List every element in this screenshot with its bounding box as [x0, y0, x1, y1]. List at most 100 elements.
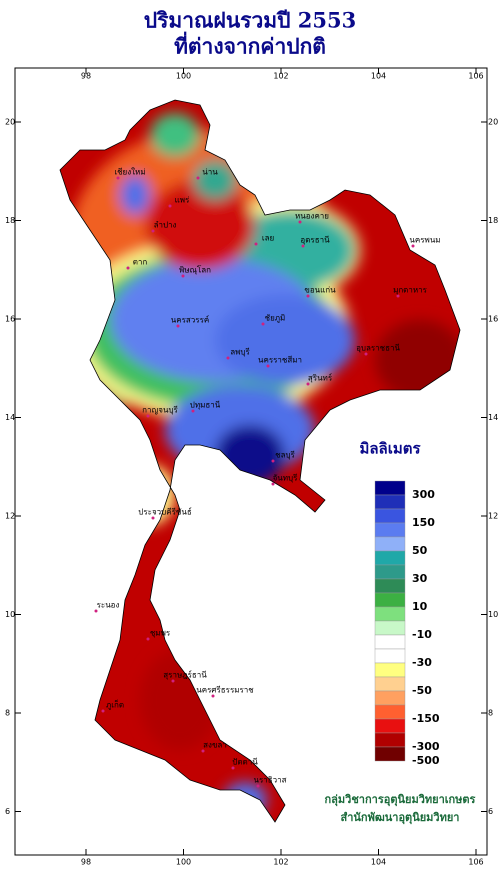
- province-label: ปัตตานี: [232, 758, 258, 767]
- title: ปริมาณฝนรวมปี 2553: [144, 8, 356, 33]
- province-label: สงขลา: [203, 741, 227, 750]
- station-dot: [146, 414, 150, 418]
- province-label: นครพนม: [409, 236, 440, 245]
- station-dot: [146, 637, 150, 641]
- legend-label: -10: [412, 628, 432, 641]
- station-dot: [94, 609, 98, 613]
- rain-field: [60, 100, 460, 822]
- legend-label: -300: [412, 740, 440, 753]
- province-label: พิษณุโลก: [179, 265, 211, 275]
- lat-tick-label: 6: [488, 807, 493, 816]
- map-frame: [14, 67, 488, 856]
- legend-swatch: [374, 494, 406, 510]
- province-label: ตาก: [133, 258, 148, 267]
- lon-tick-label: 106: [468, 72, 483, 81]
- province-label: ภูเก็ต: [106, 700, 124, 711]
- credit: สำนักพัฒนาอุตุนิยมวิทยา: [341, 811, 460, 825]
- lon-tick-label: 98: [81, 72, 91, 81]
- province-label: เชียงใหม่: [114, 168, 145, 177]
- legend-label: 300: [412, 488, 435, 501]
- station-dot: [168, 204, 172, 208]
- lat-tick-label: 14: [5, 413, 15, 422]
- lat-tick-label: 10: [5, 610, 15, 619]
- station-dot: [298, 220, 302, 224]
- lon-tick-label: 100: [176, 72, 191, 81]
- station-dot: [266, 364, 270, 368]
- station-dot: [271, 459, 275, 463]
- legend-label: 50: [412, 544, 428, 557]
- province-label: นราธิวาส: [253, 776, 286, 785]
- station-dot: [261, 322, 265, 326]
- legend-label: -30: [412, 656, 432, 669]
- station-dot: [191, 409, 195, 413]
- lat-tick-label: 12: [5, 512, 15, 521]
- lon-tick-label: 98: [81, 858, 91, 867]
- title: ที่ต่างจากค่าปกติ: [174, 31, 326, 59]
- lat-tick-label: 16: [5, 315, 15, 324]
- province-label: กาญจนบุรี: [142, 406, 178, 415]
- province-label: ประจวบคีรีขันธ์: [138, 507, 192, 517]
- legend-swatch: [374, 564, 406, 580]
- legend-label: -150: [412, 712, 440, 725]
- lat-tick-label: 14: [488, 413, 498, 422]
- province-label: ขอนแก่น: [304, 286, 336, 295]
- station-dot: [306, 294, 310, 298]
- lon-tick-label: 100: [176, 858, 191, 867]
- station-dot: [411, 244, 415, 248]
- legend-swatch: [374, 704, 406, 720]
- lat-tick-label: 16: [488, 315, 498, 324]
- station-dot: [151, 516, 155, 520]
- legend-swatch: [374, 690, 406, 706]
- lon-tick-label: 104: [371, 858, 386, 867]
- province-label: อุบลราชธานี: [356, 344, 400, 353]
- legend-swatch: [374, 606, 406, 622]
- lon-tick-label: 102: [273, 858, 288, 867]
- station-dot: [201, 749, 205, 753]
- province-label: มุกดาหาร: [393, 286, 428, 295]
- legend-swatch: [374, 578, 406, 594]
- legend-swatch: [374, 634, 406, 650]
- station-dot: [256, 784, 260, 788]
- legend-swatch: [374, 662, 406, 678]
- legend-swatch: [374, 508, 406, 524]
- legend-label: -50: [412, 684, 432, 697]
- station-dot: [171, 679, 175, 683]
- lat-tick-label: 20: [5, 118, 15, 127]
- legend-label: 10: [412, 600, 428, 613]
- legend-label: -500: [412, 754, 440, 767]
- legend-swatch: [374, 620, 406, 636]
- province-label: ชุมพร: [150, 629, 171, 638]
- lon-tick-label: 104: [371, 72, 386, 81]
- station-dot: [226, 356, 230, 360]
- legend-swatch: [374, 718, 406, 734]
- province-label: ชลบุรี: [275, 451, 295, 460]
- station-dot: [271, 482, 275, 486]
- station-dot: [116, 176, 120, 180]
- lon-tick-label: 106: [468, 858, 483, 867]
- province-label: ระนอง: [97, 601, 120, 610]
- province-label: หนองคาย: [295, 212, 329, 221]
- legend-label: 150: [412, 516, 435, 529]
- station-dot: [396, 294, 400, 298]
- province-label: จันทบุรี: [273, 474, 299, 483]
- station-dot: [196, 176, 200, 180]
- legend-swatch: [374, 522, 406, 538]
- legend-swatch: [374, 536, 406, 552]
- legend-label: 30: [412, 572, 428, 585]
- province-label: นครราชสีมา: [258, 356, 302, 365]
- lat-tick-label: 20: [488, 118, 498, 127]
- lat-tick-label: 8: [488, 709, 493, 718]
- province-label: เลย: [262, 234, 274, 243]
- province-label: ลพบุรี: [230, 348, 250, 357]
- province-label: สุรินทร์: [308, 373, 333, 383]
- lat-tick-label: 6: [5, 807, 10, 816]
- lon-tick-label: 102: [273, 72, 288, 81]
- province-label: แพร่: [175, 196, 190, 205]
- legend-swatch: [374, 648, 406, 664]
- province-label: ลำปาง: [154, 221, 177, 230]
- lat-tick-label: 12: [488, 512, 498, 521]
- station-dot: [364, 352, 368, 356]
- station-dot: [151, 229, 155, 233]
- station-dot: [306, 382, 310, 386]
- legend-swatch: [374, 746, 406, 762]
